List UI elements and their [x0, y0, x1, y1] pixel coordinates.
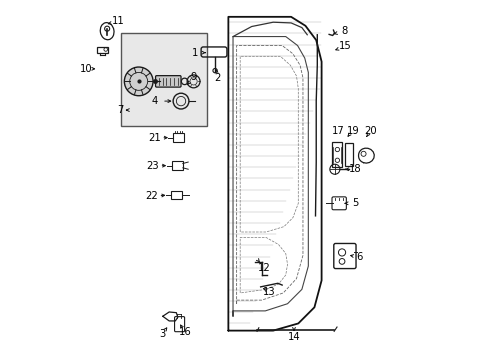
FancyBboxPatch shape [155, 76, 181, 87]
Text: 19: 19 [346, 126, 359, 135]
Text: 14: 14 [287, 332, 300, 342]
Text: 2: 2 [214, 73, 221, 83]
Text: 18: 18 [348, 164, 361, 174]
Text: 9: 9 [190, 72, 196, 82]
Bar [171, 191, 182, 199]
Text: 20: 20 [364, 126, 376, 135]
Text: 22: 22 [144, 191, 157, 201]
Bar [121, 33, 206, 126]
Text: 16: 16 [179, 327, 191, 337]
Text: 4: 4 [151, 96, 158, 106]
Bar [172, 161, 183, 170]
Text: 8: 8 [340, 26, 346, 36]
Text: 10: 10 [80, 64, 92, 74]
Text: 23: 23 [146, 161, 158, 171]
Text: 21: 21 [147, 133, 160, 143]
Text: 17: 17 [331, 126, 344, 135]
Text: 15: 15 [339, 41, 351, 51]
Text: 6: 6 [355, 252, 362, 262]
Text: 1: 1 [192, 48, 198, 58]
Text: 5: 5 [352, 198, 358, 208]
Circle shape [124, 67, 153, 96]
Bar [332, 142, 342, 167]
Bar [97, 46, 108, 53]
Bar [344, 143, 352, 166]
Text: 3: 3 [159, 329, 165, 339]
Text: 7: 7 [117, 105, 123, 115]
Text: 12: 12 [257, 263, 270, 273]
Text: 13: 13 [263, 287, 275, 297]
Bar [173, 133, 184, 142]
Text: 11: 11 [112, 16, 124, 26]
